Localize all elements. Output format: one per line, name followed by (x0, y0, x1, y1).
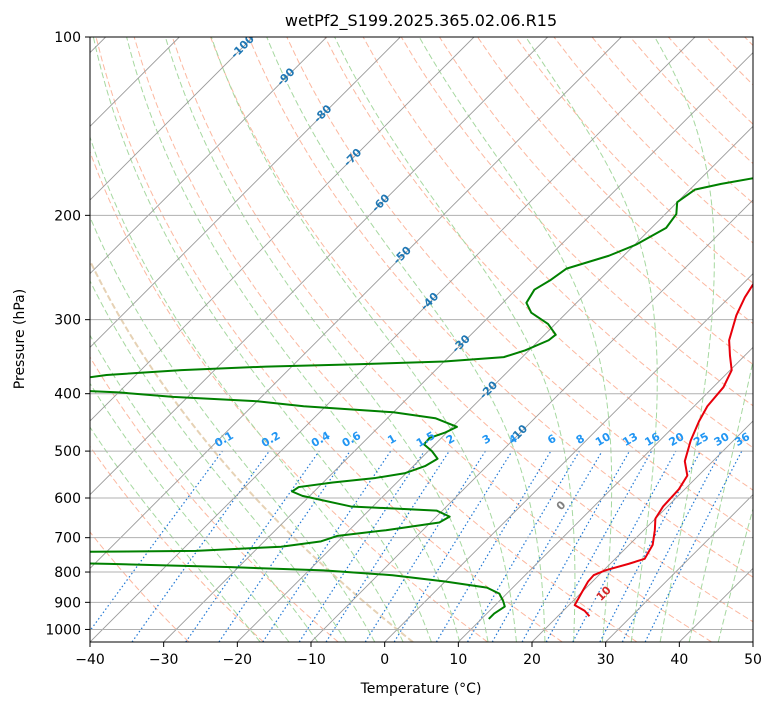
isotherm-line (90, 37, 696, 642)
mixing-ratio-line (218, 450, 351, 642)
plot-frame (89, 36, 754, 643)
y-tick-label: 900 (54, 595, 81, 611)
x-axis-title: Temperature (°C) (360, 681, 482, 697)
moist-adiabat (92, 37, 432, 642)
dry-adiabat (400, 37, 753, 407)
moist-adiabat (688, 358, 753, 642)
isotherm-line (90, 37, 401, 348)
isotherm-line (90, 37, 548, 496)
x-tick-label: 0 (380, 652, 389, 668)
x-tick-label: 50 (744, 652, 762, 668)
x-tick-label: −40 (75, 652, 105, 668)
moist-adiabat (90, 279, 347, 642)
moist-adiabat (210, 37, 517, 642)
plot-area: -100-90-80-70-60-50-40-30-20-100.1 0.2 0.4… (90, 37, 753, 642)
sounding-profiles (90, 177, 753, 620)
mixing-ratio-line (185, 450, 320, 642)
x-tick-label: 20 (523, 652, 541, 668)
y-tick-label: 600 (54, 491, 81, 507)
y-tick-label: 100 (54, 30, 81, 46)
moist-adiabat (525, 37, 658, 642)
moist-adiabat (717, 506, 753, 642)
dry-adiabat (171, 37, 712, 642)
moist-adiabat (90, 382, 290, 642)
dry-adiabat (210, 37, 753, 623)
y-tick-label: 800 (54, 565, 81, 581)
mixing-ratio-line (521, 450, 631, 642)
dry-adiabat (90, 445, 264, 642)
y-axis-title: Pressure (hPa) (12, 289, 28, 389)
isotherm-line (90, 37, 254, 201)
x-tick-label: −20 (223, 652, 253, 668)
dewpoint-profile (90, 177, 753, 620)
y-tick-label: 300 (54, 313, 81, 329)
isotherm-line (163, 52, 753, 642)
moist-adiabat (266, 37, 546, 642)
mixing-ratio-line (393, 450, 513, 642)
moist-adiabat (164, 37, 489, 642)
isotherm-line (90, 37, 475, 422)
mixing-ratio-line (131, 450, 270, 642)
y-tick-label: 400 (54, 387, 81, 403)
y-tick-label: 1000 (45, 622, 81, 638)
moist-adiabat (334, 37, 576, 642)
skewed-isotherms (90, 37, 753, 642)
isotherm-line (237, 125, 753, 642)
dry-adiabat (90, 356, 339, 642)
y-tick-label: 500 (54, 444, 81, 460)
isotherm-line (384, 273, 753, 642)
dry-adiabat (90, 531, 190, 642)
moist-adiabat (90, 334, 319, 642)
dry-adiabat (95, 37, 563, 642)
y-axis-ticks: 100 200 300 400 500 600 700 800 900 1000 (45, 30, 90, 638)
isotherm-line (90, 37, 327, 275)
dry-adiabat (90, 150, 488, 642)
chart-title: wetPf2_S199.2025.365.02.06.R15 (285, 11, 557, 31)
isotherm-line (90, 37, 622, 569)
mixing-ratio-line (572, 450, 677, 642)
x-tick-label: 40 (670, 652, 688, 668)
temperature-profile (573, 282, 753, 617)
y-tick-label: 700 (54, 531, 81, 547)
y-tick-label: 200 (54, 208, 81, 224)
x-tick-label: −30 (149, 652, 179, 668)
x-tick-label: 10 (449, 652, 467, 668)
isotherm-line (605, 494, 753, 642)
moist-adiabat (90, 135, 404, 642)
x-axis-ticks: −40 −30 −20 −10 0 10 20 30 40 50 (75, 642, 762, 668)
dry-adiabat (248, 37, 753, 578)
mixing-ratio-line (545, 450, 653, 642)
mixing-ratio-lines (90, 450, 743, 642)
moist-adiabat (654, 37, 715, 642)
mixing-ratio-line (298, 450, 425, 642)
x-tick-label: −10 (296, 652, 326, 668)
moist-adiabat (418, 37, 613, 642)
isotherm-line (310, 199, 753, 642)
isotherm-line (531, 420, 753, 642)
moist-adiabat (90, 215, 376, 642)
x-tick-label: 30 (597, 652, 615, 668)
dry-adiabat (515, 37, 753, 284)
mixing-ratio-line (644, 450, 743, 642)
dry-adiabat (439, 37, 753, 366)
isotherm-line (458, 346, 753, 642)
mixing-ratio-line (262, 450, 392, 642)
pressure-gridlines (90, 37, 753, 630)
mixing-ratio-line (325, 450, 450, 642)
